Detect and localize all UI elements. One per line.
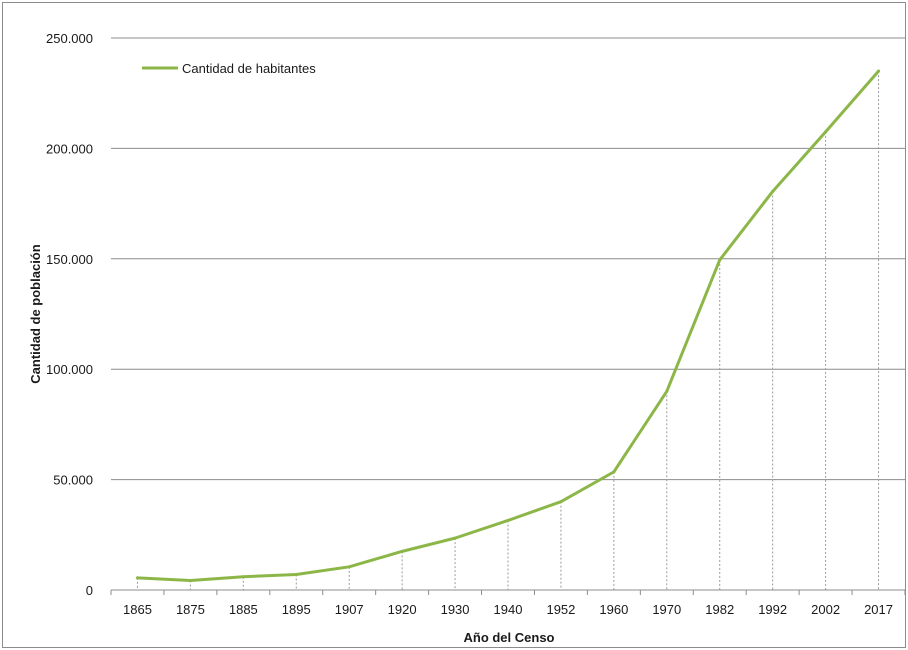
x-axis-title: Año del Censo (463, 630, 554, 645)
x-tick-label: 1952 (546, 602, 575, 617)
data-point (665, 389, 669, 393)
x-tick-label: 1865 (123, 602, 152, 617)
data-point (771, 189, 775, 193)
data-point (824, 130, 828, 134)
x-tick-label: 1940 (494, 602, 523, 617)
x-tick-labels: 1865 1875 1885 1895 1907 1920 1930 1940 1952 1960… (110, 590, 906, 617)
y-tick-label: 100.000 (46, 362, 93, 377)
data-point (559, 500, 563, 504)
y-tick-labels: 0 50.000 100.000 150.000 200.000 250.000 (46, 31, 93, 598)
data-point (188, 579, 192, 583)
data-point (612, 470, 616, 474)
x-tick-label: 1960 (599, 602, 628, 617)
data-point (135, 576, 139, 580)
x-tick-label: 2002 (811, 602, 840, 617)
x-tick-label: 1992 (758, 602, 787, 617)
x-tick-label: 1875 (176, 602, 205, 617)
data-point (506, 518, 510, 522)
x-tick-label: 1885 (229, 602, 258, 617)
data-point (241, 575, 245, 579)
series-line-cantidad-de-habitantes (135, 69, 881, 583)
data-point (347, 565, 351, 569)
x-tick-label: 1895 (282, 602, 311, 617)
data-point (453, 536, 457, 540)
x-tick-label: 1907 (335, 602, 364, 617)
x-tick-label: 1930 (441, 602, 470, 617)
x-tick-label: 1982 (705, 602, 734, 617)
data-point (294, 573, 298, 577)
y-tick-label: 0 (86, 583, 93, 598)
series-layer (135, 69, 881, 583)
y-axis-title: Cantidad de población (28, 244, 43, 383)
y-tick-label: 150.000 (46, 252, 93, 267)
gridlines (111, 37, 905, 481)
data-point (718, 258, 722, 262)
y-tick-label: 250.000 (46, 31, 93, 46)
legend-label: Cantidad de habitantes (182, 61, 316, 76)
data-point (400, 549, 404, 553)
data-point (877, 69, 881, 73)
x-tick-label: 1970 (652, 602, 681, 617)
y-tick-label: 50.000 (53, 473, 93, 488)
y-tick-label: 200.000 (46, 141, 93, 156)
drop-lines (136, 71, 880, 590)
x-tick-label: 2017 (864, 602, 893, 617)
legend: Cantidad de habitantes (142, 61, 316, 76)
x-tick-label: 1920 (388, 602, 417, 617)
